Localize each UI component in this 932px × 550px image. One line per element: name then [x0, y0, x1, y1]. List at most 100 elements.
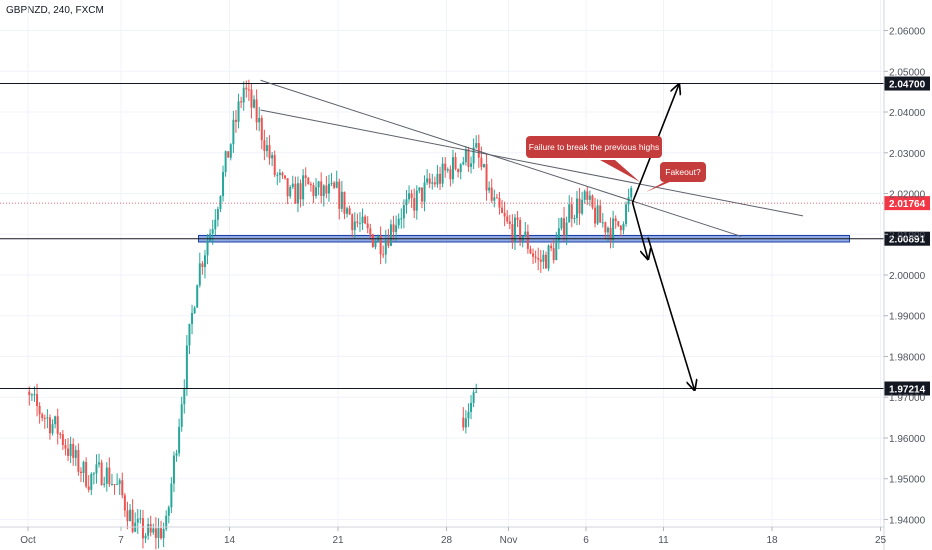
candle-body	[356, 221, 359, 224]
candle-body	[433, 182, 436, 185]
candle-body	[116, 483, 119, 485]
y-tick-label: 2.04000	[889, 108, 926, 119]
candle-body	[451, 157, 454, 180]
candle-body	[364, 216, 367, 224]
candle-body	[79, 471, 82, 474]
candle-body	[77, 450, 80, 472]
candle-body	[449, 169, 452, 180]
candle-body	[410, 193, 413, 199]
candle-body	[317, 181, 320, 188]
candle-body	[118, 480, 121, 484]
candle-body	[568, 204, 571, 223]
callout-pointer	[646, 181, 672, 192]
y-tick-label: 1.98000	[889, 352, 926, 363]
candle-body	[361, 216, 364, 224]
candle-body	[307, 178, 310, 185]
candle-body	[462, 417, 465, 428]
candle-body	[480, 157, 483, 167]
candle-body	[400, 218, 403, 220]
x-tick-label: 28	[441, 535, 453, 546]
candle-body	[64, 445, 67, 449]
scenario-arrow	[631, 202, 649, 259]
callout-text: Fakeout?	[665, 167, 701, 177]
candle-body	[131, 509, 134, 532]
candle-body	[258, 117, 261, 123]
candle-body	[167, 507, 170, 516]
candle-body	[43, 417, 46, 419]
candle-body	[54, 416, 57, 425]
candle-body	[470, 163, 473, 167]
candle-body	[237, 101, 240, 122]
candle-body	[276, 174, 279, 176]
candle-body	[552, 248, 555, 261]
candle-body	[144, 535, 147, 539]
candle-body	[154, 528, 157, 539]
candle-body	[389, 224, 392, 246]
candle-body	[330, 182, 333, 184]
candle-body	[622, 223, 625, 231]
candle-body	[532, 253, 535, 257]
x-tick-label: 18	[766, 535, 778, 546]
candle-body	[444, 163, 447, 171]
candle-body	[165, 515, 168, 530]
candle-body	[477, 143, 480, 158]
candle-body	[415, 190, 418, 211]
candle-body	[56, 416, 59, 434]
candle-body	[175, 453, 178, 456]
candle-body	[247, 89, 250, 91]
x-tick-label: Oct	[20, 535, 36, 546]
x-tick-label: 14	[224, 535, 236, 546]
candle-body	[222, 171, 225, 197]
candle-body	[41, 414, 44, 418]
candle-body	[609, 227, 612, 241]
candle-body	[271, 155, 274, 159]
candle-body	[203, 255, 206, 268]
candle-body	[353, 221, 356, 231]
candle-body	[185, 345, 188, 389]
candle-body	[596, 205, 599, 224]
candle-body	[591, 195, 594, 208]
candle-body	[227, 151, 230, 158]
candle-body	[519, 219, 522, 241]
horizontal-levels-layer: 2.04700 2.00891 1.97214 2.01764	[0, 76, 930, 396]
candle-body	[46, 417, 49, 419]
candle-body	[72, 443, 75, 458]
candle-body	[160, 528, 163, 539]
y-tick-label: 1.99000	[889, 312, 926, 323]
candle-body	[470, 402, 473, 412]
candle-body	[108, 467, 111, 485]
candle-body	[459, 164, 462, 173]
candle-body	[346, 208, 349, 214]
candle-body	[211, 229, 214, 234]
candle-body	[152, 528, 155, 533]
candle-body	[573, 218, 576, 220]
candle-body	[501, 207, 504, 213]
grid-lines	[0, 0, 884, 527]
candle-body	[260, 117, 263, 141]
candle-body	[392, 224, 395, 233]
candle-body	[335, 181, 338, 188]
candle-body	[216, 208, 219, 220]
candle-body	[454, 157, 457, 170]
candle-body	[524, 231, 527, 237]
candle-body	[201, 263, 204, 268]
candle-body	[129, 509, 132, 522]
y-tick-label: 2.01000	[889, 230, 926, 241]
candle-body	[289, 187, 292, 197]
candle-body	[578, 198, 581, 214]
candle-body	[544, 254, 547, 269]
candle-body	[304, 175, 307, 179]
candle-body	[604, 222, 607, 233]
scenario-arrow	[647, 237, 695, 390]
candle-body	[402, 205, 405, 219]
candle-body	[139, 518, 142, 520]
level-price-label: 1.97214	[889, 385, 926, 396]
candle-body	[240, 101, 243, 103]
y-tick-label: 1.97000	[889, 393, 926, 404]
candle-body	[599, 205, 602, 223]
candle-body	[242, 87, 245, 103]
candle-body	[418, 187, 421, 191]
candle-body	[333, 182, 336, 188]
candle-body	[157, 528, 160, 539]
